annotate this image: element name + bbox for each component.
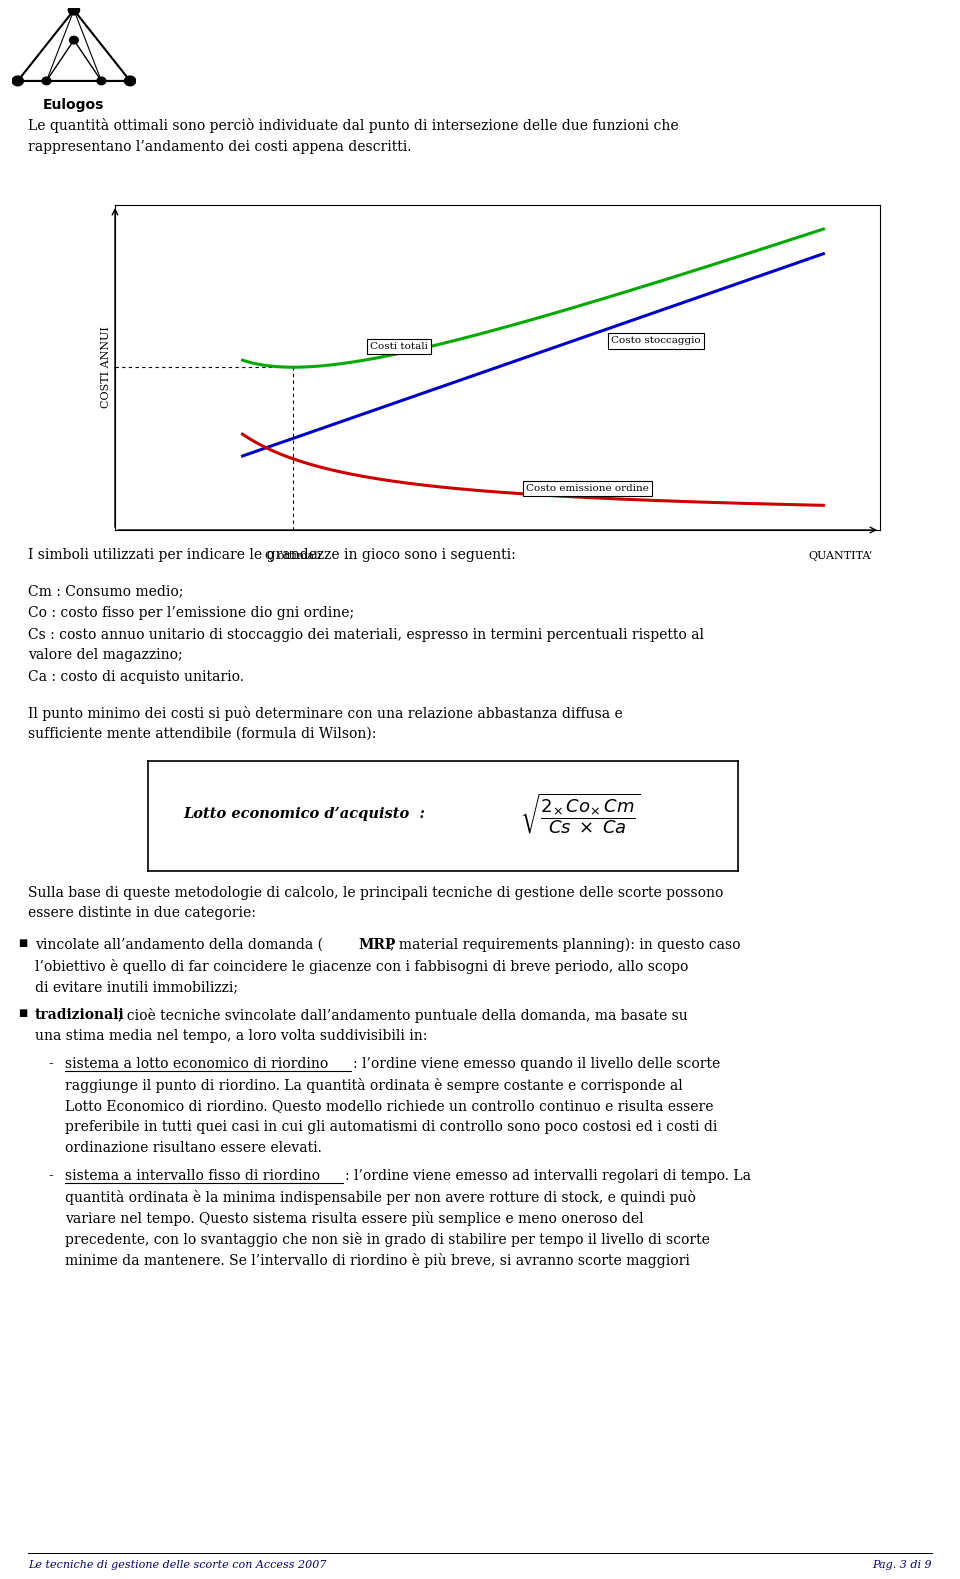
Text: Eulogos: Eulogos — [43, 98, 105, 112]
Y-axis label: COSTI ANNUI: COSTI ANNUI — [101, 327, 110, 409]
Text: minime da mantenere. Se l’intervallo di riordino è più breve, si avranno scorte : minime da mantenere. Se l’intervallo di … — [65, 1254, 690, 1268]
Text: Co : costo fisso per l’emissione dio gni ordine;: Co : costo fisso per l’emissione dio gni… — [28, 606, 354, 621]
Text: preferibile in tutti quei casi in cui gli automatismi di controllo sono poco cos: preferibile in tutti quei casi in cui gl… — [65, 1120, 717, 1134]
Text: quantità ordinata è la minima indispensabile per non avere rotture di stock, e q: quantità ordinata è la minima indispensa… — [65, 1191, 696, 1205]
Text: Sulla base di queste metodologie di calcolo, le principali tecniche di gestione : Sulla base di queste metodologie di calc… — [28, 886, 724, 921]
Text: Cm : Consumo medio;: Cm : Consumo medio; — [28, 584, 183, 598]
Text: -: - — [48, 1056, 53, 1071]
Text: sistema a intervallo fisso di riordino: sistema a intervallo fisso di riordino — [65, 1168, 320, 1183]
Text: -: - — [48, 1168, 53, 1183]
Text: raggiunge il punto di riordino. La quantità ordinata è sempre costante e corrisp: raggiunge il punto di riordino. La quant… — [65, 1078, 683, 1093]
Text: una stima media nel tempo, a loro volta suddivisibili in:: una stima media nel tempo, a loro volta … — [35, 1030, 427, 1044]
Text: Lotto economico d’acquisto  :: Lotto economico d’acquisto : — [183, 807, 425, 821]
Circle shape — [12, 76, 23, 85]
Text: ■: ■ — [18, 938, 27, 947]
Text: Le tecniche di gestione delle scorte con Access 2007: Le tecniche di gestione delle scorte con… — [28, 1560, 326, 1570]
Text: I simboli utilizzati per indicare le grandezze in gioco sono i seguenti:: I simboli utilizzati per indicare le gra… — [28, 548, 516, 562]
Text: Q ottimali: Q ottimali — [265, 551, 322, 561]
Text: MRP: MRP — [358, 938, 396, 952]
Text: : l’ordine viene emesso ad intervalli regolari di tempo. La: : l’ordine viene emesso ad intervalli re… — [345, 1168, 751, 1183]
Text: Costo emissione ordine: Costo emissione ordine — [526, 483, 649, 493]
Text: Pag. 3 di 9: Pag. 3 di 9 — [873, 1560, 932, 1570]
Text: : l’ordine viene emesso quando il livello delle scorte: : l’ordine viene emesso quando il livell… — [353, 1056, 720, 1071]
Text: Costo stoccaggio: Costo stoccaggio — [611, 336, 701, 346]
Text: di evitare inutili immobilizzi;: di evitare inutili immobilizzi; — [35, 981, 238, 995]
Text: ordinazione risultano essere elevati.: ordinazione risultano essere elevati. — [65, 1142, 322, 1154]
Circle shape — [68, 5, 80, 14]
Circle shape — [125, 76, 135, 85]
Text: precedente, con lo svantaggio che non siè in grado di stabilire per tempo il liv: precedente, con lo svantaggio che non si… — [65, 1232, 709, 1247]
Text: variare nel tempo. Questo sistema risulta essere più semplice e meno oneroso del: variare nel tempo. Questo sistema risult… — [65, 1211, 643, 1225]
Text: , material requirements planning): in questo caso: , material requirements planning): in qu… — [390, 938, 740, 952]
Text: sistema a lotto economico di riordino: sistema a lotto economico di riordino — [65, 1056, 328, 1071]
Circle shape — [97, 77, 106, 85]
Circle shape — [69, 36, 79, 44]
Text: Il punto minimo dei costi si può determinare con una relazione abbastanza diffus: Il punto minimo dei costi si può determi… — [28, 706, 623, 741]
Text: tradizionali: tradizionali — [35, 1007, 125, 1022]
Text: QUANTITA’: QUANTITA’ — [808, 551, 873, 561]
Text: Cs : costo annuo unitario di stoccaggio dei materiali, espresso in termini perce: Cs : costo annuo unitario di stoccaggio … — [28, 628, 704, 662]
Circle shape — [42, 77, 51, 85]
Text: ■: ■ — [18, 1007, 27, 1018]
Text: Lotto Economico di riordino. Questo modello richiede un controllo continuo e ris: Lotto Economico di riordino. Questo mode… — [65, 1099, 713, 1113]
Text: vincolate all’andamento della domanda (: vincolate all’andamento della domanda ( — [35, 938, 323, 952]
Text: , cioè tecniche svincolate dall’andamento puntuale della domanda, ma basate su: , cioè tecniche svincolate dall’andament… — [118, 1007, 687, 1023]
Text: Ca : costo di acquisto unitario.: Ca : costo di acquisto unitario. — [28, 669, 244, 684]
Text: l’obiettivo è quello di far coincidere le giacenze con i fabbisogni di breve per: l’obiettivo è quello di far coincidere l… — [35, 958, 688, 974]
Text: Le quantità ottimali sono perciò individuate dal punto di intersezione delle due: Le quantità ottimali sono perciò individ… — [28, 118, 679, 153]
Text: $\sqrt{\dfrac{2_{\times}\,Co_{\times}\,Cm}{Cs\;\times\;Ca}}$: $\sqrt{\dfrac{2_{\times}\,Co_{\times}\,C… — [519, 791, 640, 835]
Text: Costi totali: Costi totali — [370, 343, 428, 351]
